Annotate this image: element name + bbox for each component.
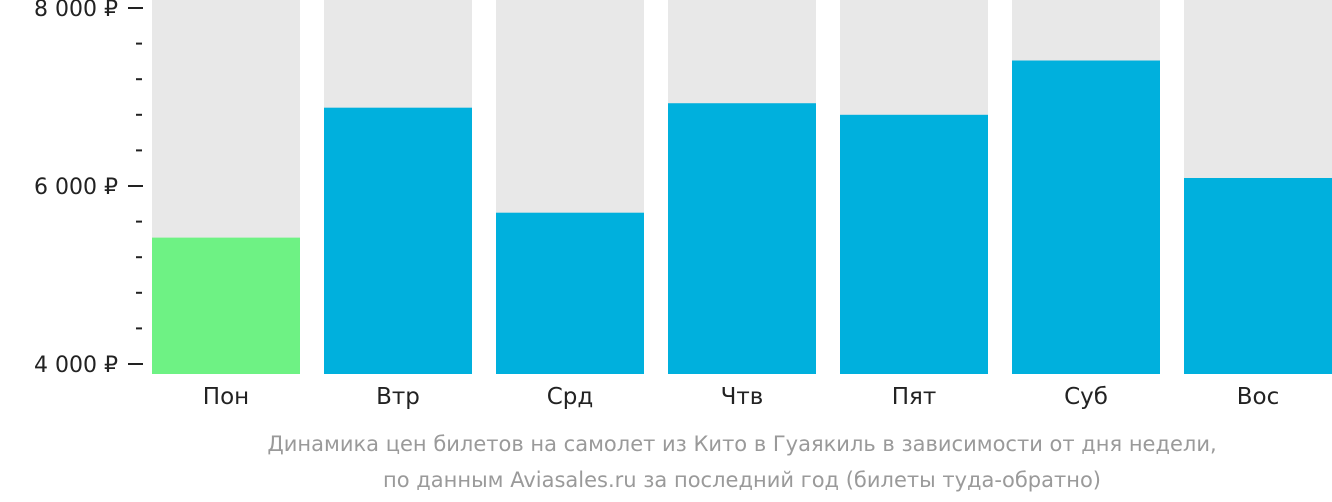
- y-tick-label: 4 000 ₽: [34, 353, 118, 378]
- x-tick-label: Чтв: [721, 384, 764, 410]
- bar-2: [324, 107, 472, 375]
- price-by-weekday-chart: Пон Втр Срд Чтв Пят Суб Вос 4 000 ₽ 6 000 ₽ 8 000…: [34, 0, 1332, 410]
- x-tick-label: Срд: [547, 384, 594, 410]
- y-tick-label: 8 000 ₽: [34, 0, 118, 22]
- chart-caption-line-1: Динамика цен билетов на самолет из Кито …: [267, 432, 1217, 456]
- bar-5: [840, 114, 988, 375]
- x-tick-label: Пон: [203, 384, 249, 410]
- x-tick-label: Суб: [1064, 384, 1108, 410]
- y-tick-label: 6 000 ₽: [34, 175, 118, 200]
- bar-1: [152, 237, 300, 374]
- bar-3: [496, 212, 644, 374]
- bar-4: [668, 103, 816, 374]
- chart-caption-line-2: по данным Aviasales.ru за последний год …: [383, 468, 1101, 492]
- x-tick-label: Пят: [892, 384, 937, 410]
- bar-6: [1012, 60, 1160, 374]
- bar-7: [1184, 177, 1332, 374]
- x-tick-label: Вос: [1237, 384, 1280, 410]
- x-tick-label: Втр: [376, 384, 420, 410]
